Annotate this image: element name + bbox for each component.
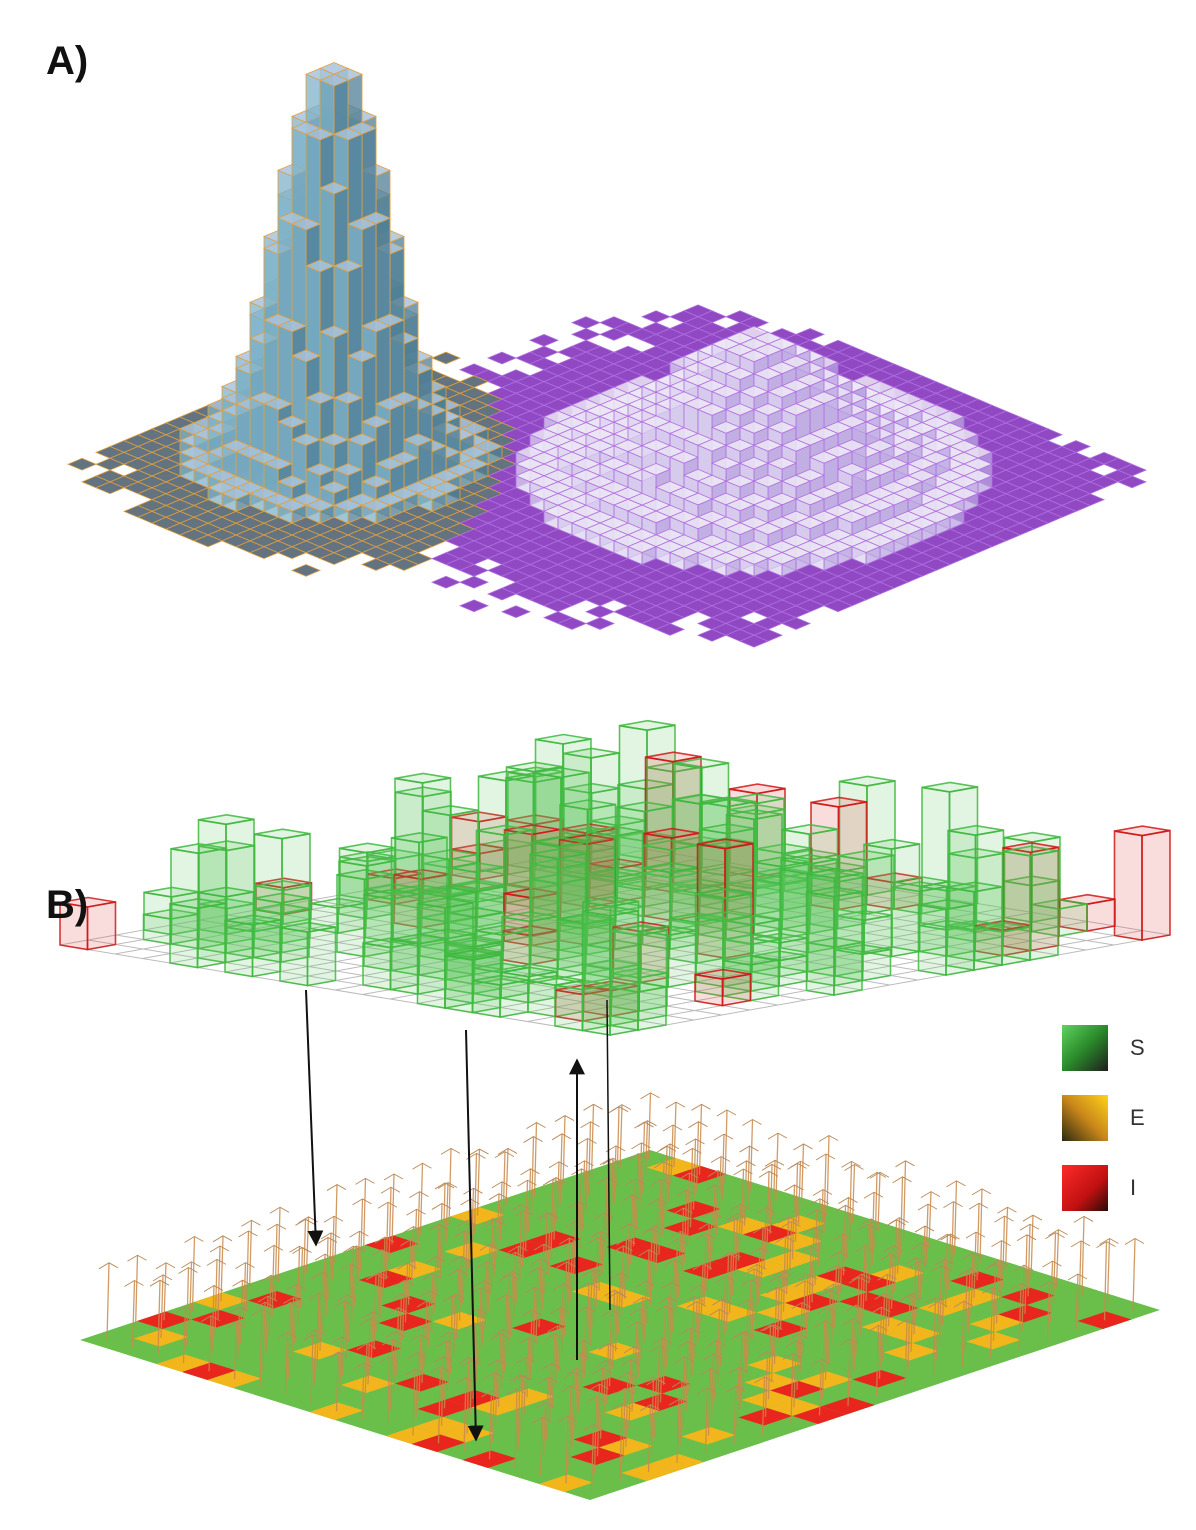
plant: [364, 1178, 366, 1253]
legend-label: I: [1130, 1175, 1136, 1200]
column-top: [432, 576, 460, 588]
box-side: [864, 845, 892, 957]
column-top: [68, 458, 96, 470]
box-side: [280, 928, 308, 986]
box-side: [445, 956, 473, 1013]
box-side: [555, 985, 583, 1030]
box-side: [1115, 831, 1143, 940]
box-side: [610, 911, 638, 1035]
column-top: [502, 606, 530, 618]
plant: [478, 1149, 480, 1216]
plant: [802, 1144, 804, 1207]
column-top: [586, 606, 614, 618]
legend: S E I: [1062, 1025, 1145, 1211]
plant: [221, 1236, 223, 1301]
plant: [1108, 1238, 1110, 1302]
panel-label: A): [46, 39, 88, 83]
box-side: [528, 981, 556, 1017]
plant: [335, 1185, 337, 1264]
box-side: [1030, 851, 1058, 960]
panel-b-upper-grid: [60, 721, 1170, 1035]
box-side: [198, 903, 226, 967]
box-side: [88, 902, 116, 950]
plant: [776, 1133, 778, 1199]
plant: [250, 1220, 252, 1291]
panel-label: B): [46, 883, 88, 927]
plant: [751, 1119, 753, 1190]
box-side: [919, 905, 947, 975]
plant: [392, 1174, 394, 1244]
panel-a-surface: [68, 63, 1146, 648]
box-side: [418, 903, 446, 1008]
plant: [449, 1148, 451, 1225]
plant: [193, 1237, 195, 1311]
legend-label: E: [1130, 1105, 1145, 1130]
plant: [725, 1110, 727, 1183]
legend-swatch: [1062, 1025, 1108, 1071]
box-side: [974, 887, 1002, 970]
box-side: [500, 980, 528, 1017]
box-side: [308, 927, 336, 985]
plant: [674, 1102, 676, 1167]
box-side: [225, 920, 253, 976]
arrow: [306, 990, 316, 1245]
column-top: [586, 618, 614, 630]
figure: A) B) S E I: [0, 0, 1196, 1530]
plant: [955, 1181, 957, 1255]
column-top: [572, 329, 600, 341]
box-side: [892, 844, 920, 956]
column-top: [530, 334, 558, 346]
column-top: [488, 352, 516, 364]
plant: [278, 1207, 280, 1282]
plant: [136, 1255, 138, 1329]
column-top: [292, 565, 320, 577]
box-side: [638, 987, 666, 1030]
box-side: [170, 904, 198, 968]
page: A) B) S E I (() => { const data = JSON.p…: [0, 0, 1196, 1530]
plant: [421, 1163, 423, 1235]
plant: [535, 1123, 537, 1197]
plant: [904, 1161, 906, 1239]
box-side: [583, 911, 611, 1035]
column-top: [642, 311, 670, 323]
plant: [649, 1093, 651, 1159]
plant: [1133, 1239, 1135, 1311]
plant: [980, 1189, 982, 1263]
legend-swatch: [1062, 1095, 1108, 1141]
box-side: [558, 919, 586, 983]
plant: [107, 1263, 109, 1339]
box-side: [946, 905, 974, 976]
column-top: [460, 576, 488, 588]
column-top: [432, 352, 460, 364]
plant: [620, 1105, 622, 1169]
box-side: [668, 930, 696, 987]
box-side: [253, 920, 281, 977]
legend-label: S: [1130, 1035, 1145, 1060]
column-top: [572, 317, 600, 329]
box-side: [473, 981, 501, 1017]
box-side: [1002, 927, 1030, 965]
plant: [1082, 1216, 1084, 1294]
box-side: [337, 875, 365, 957]
column-top: [460, 600, 488, 612]
box-side: [807, 892, 835, 995]
box-side: [834, 892, 862, 995]
box-side: [751, 960, 779, 1001]
legend-swatch: [1062, 1165, 1108, 1211]
box-side: [391, 939, 419, 994]
plant: [700, 1104, 702, 1174]
plant: [563, 1116, 565, 1188]
box-side: [363, 943, 391, 989]
panel-b-lower-plane: [80, 1093, 1160, 1500]
box-side: [1142, 831, 1170, 940]
